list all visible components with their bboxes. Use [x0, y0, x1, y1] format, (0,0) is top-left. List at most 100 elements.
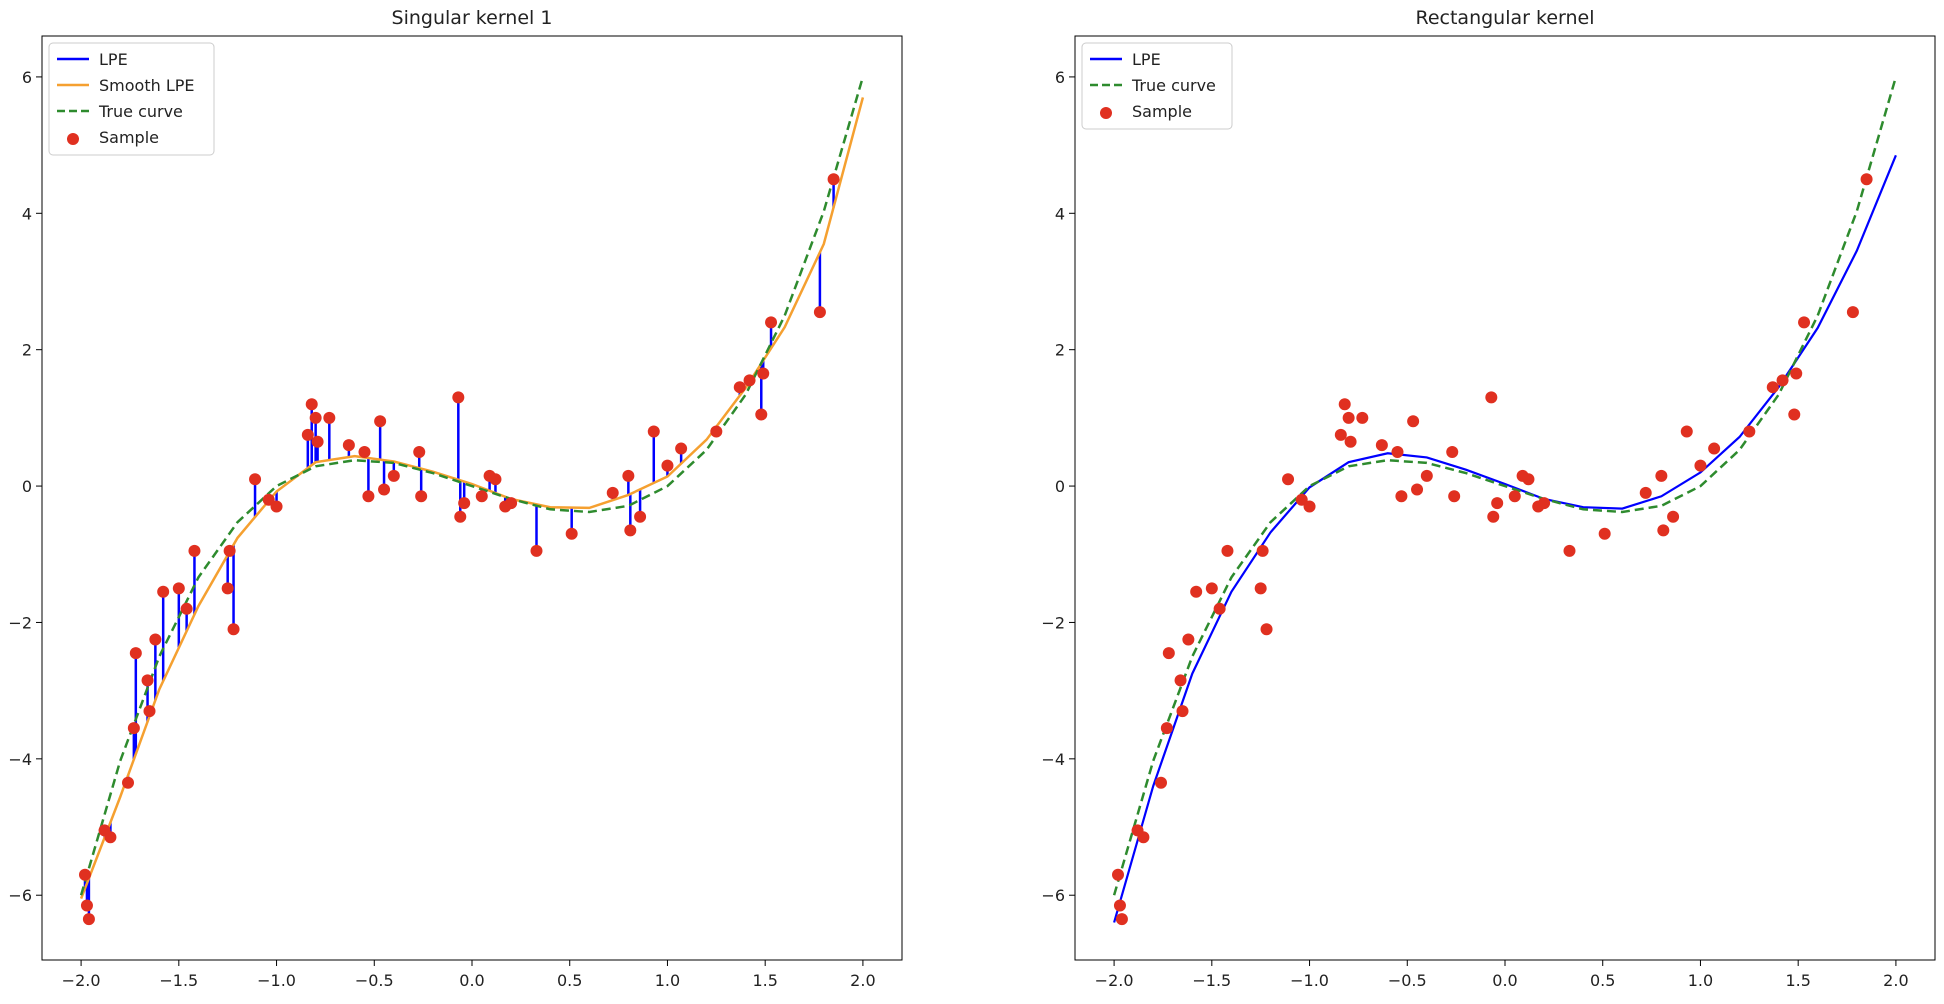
sample-point: [458, 497, 471, 510]
legend-label: Smooth LPE: [99, 76, 195, 95]
sample-point: [743, 374, 756, 387]
x-tick-label: 2.0: [1883, 971, 1908, 990]
sample-point: [82, 913, 95, 926]
y-tick-label: −4: [1041, 750, 1065, 769]
sample-point: [358, 445, 371, 458]
legend-label: LPE: [1132, 50, 1161, 69]
sample-point: [1205, 582, 1218, 595]
sample-point: [1342, 411, 1355, 424]
sample-point: [675, 442, 688, 455]
y-tick-label: −2: [1041, 613, 1065, 632]
sample-point: [1538, 497, 1551, 510]
sample-point: [1295, 493, 1308, 506]
sample-point: [1344, 435, 1357, 448]
sample-point: [362, 490, 375, 503]
sample-point: [79, 868, 91, 881]
sample-point: [141, 674, 154, 687]
sample-point: [127, 722, 140, 735]
sample-point: [1411, 483, 1424, 496]
sample-point: [157, 585, 170, 598]
chart-title: Rectangular kernel: [1416, 7, 1595, 29]
x-tick-label: −2.0: [62, 971, 101, 990]
x-tick-label: 1.5: [1785, 971, 1810, 990]
plot-area: [1112, 76, 1898, 926]
sample-point: [180, 602, 193, 615]
x-tick-label: 0.5: [1590, 971, 1615, 990]
sample-point: [262, 493, 275, 506]
y-tick-label: 6: [22, 68, 32, 87]
x-tick-label: −0.5: [355, 971, 394, 990]
sample-point: [475, 490, 488, 503]
x-tick-label: 2.0: [850, 971, 875, 990]
sample-point: [1338, 398, 1351, 411]
sample-point: [378, 483, 391, 496]
sample-point: [1395, 490, 1408, 503]
sample-point: [1256, 544, 1269, 557]
sample-point: [323, 411, 336, 424]
sample-point: [1766, 381, 1779, 394]
true-curve-line: [79, 76, 865, 896]
sample-point: [301, 428, 314, 441]
sample-point: [305, 398, 318, 411]
sample-point: [1860, 173, 1873, 186]
sample-point: [757, 367, 770, 380]
chart-title: Singular kernel 1: [392, 7, 553, 29]
sample-point: [1254, 582, 1267, 595]
chart-rectangular-kernel: Rectangular kernel −2.0 −1.5 −1.0 −0.5 0.0 0.5…: [1041, 7, 1936, 990]
y-tick-label: −6: [8, 886, 32, 905]
legend-label: LPE: [99, 50, 128, 69]
sample-point: [710, 425, 723, 438]
sample-point: [1448, 490, 1461, 503]
sample-point: [1113, 899, 1126, 912]
sample-point: [221, 582, 234, 595]
sample-point: [813, 306, 826, 319]
y-tick-label: 0: [1055, 477, 1065, 496]
legend-label: Sample: [1132, 102, 1192, 121]
x-tick-label: 1.5: [752, 971, 777, 990]
sample-point: [755, 408, 768, 421]
legend-label: True curve: [98, 102, 183, 121]
true-curve-line: [1112, 76, 1898, 896]
sample-point: [647, 425, 660, 438]
sample-point: [1190, 585, 1203, 598]
sample-point: [733, 381, 746, 394]
sample-point: [249, 473, 262, 486]
sample-point: [1137, 831, 1150, 844]
x-tick-label: 0.5: [557, 971, 582, 990]
sample-point: [143, 705, 156, 718]
sample-point: [1846, 306, 1859, 319]
sample-point: [1174, 674, 1187, 687]
sample-point: [454, 510, 467, 523]
sample-point: [1657, 524, 1670, 537]
sample-point: [188, 544, 201, 557]
sample-point: [624, 524, 637, 537]
x-tick-label: −1.5: [1192, 971, 1231, 990]
sample-point: [505, 497, 518, 510]
sample-point: [622, 469, 635, 482]
x-tick-label: −2.0: [1095, 971, 1134, 990]
sample-point: [1221, 544, 1234, 557]
legend-swatch-sample: [67, 133, 79, 145]
sample-point: [1375, 439, 1388, 452]
legend-label: Sample: [99, 128, 159, 147]
chart-singular-kernel: Singular kernel 1 −2.0 −1.5 −1.0 −0.5 0.0 0.5 1…: [8, 7, 903, 990]
legend: LPE True curve Sample: [1081, 42, 1233, 130]
sample-point: [1391, 445, 1404, 458]
sample-point: [1667, 510, 1680, 523]
sample-point: [227, 623, 240, 636]
sample-point: [309, 411, 322, 424]
sample-point: [1282, 473, 1295, 486]
sample-point: [1407, 415, 1420, 428]
sample-point: [765, 316, 778, 329]
sample-point: [122, 776, 134, 789]
x-tick-label: −1.0: [257, 971, 296, 990]
sample-point: [1182, 633, 1195, 646]
sample-point: [1155, 776, 1167, 789]
sample-point: [1160, 722, 1173, 735]
sample-point: [415, 490, 428, 503]
sample-point: [452, 391, 465, 404]
sample-point: [413, 445, 426, 458]
sample-point: [489, 473, 502, 486]
y-tick-label: −4: [8, 750, 32, 769]
